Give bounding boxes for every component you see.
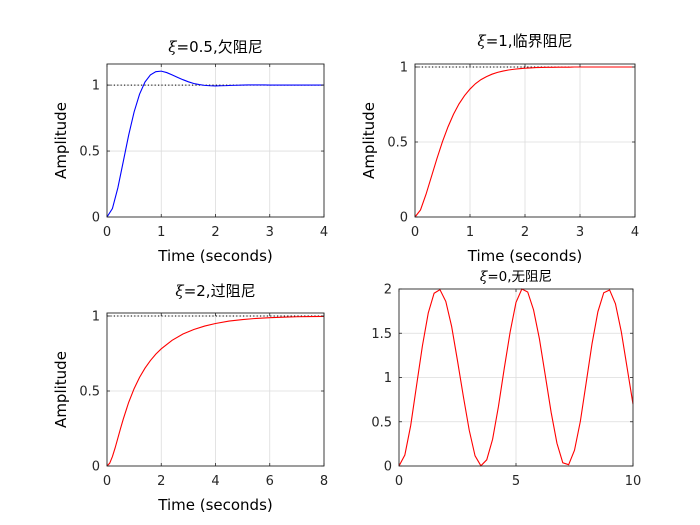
- x-tick-label: 1: [466, 225, 474, 240]
- x-tick-label: 4: [320, 225, 328, 240]
- chart-title: ξ=2,过阻尼: [175, 282, 255, 300]
- y-tick-label: 0: [92, 460, 100, 475]
- y-tick-label: 0.5: [79, 385, 100, 400]
- chart-title: ξ=0.5,欠阻尼: [168, 38, 262, 56]
- y-tick-label: 0.5: [371, 415, 392, 430]
- series-line-1: [414, 66, 635, 218]
- x-tick-label: 2: [211, 225, 219, 240]
- xi-symbol: ξ: [480, 269, 488, 285]
- y-axis-label: Amplitude: [360, 102, 378, 179]
- y-tick-label: 0.5: [387, 136, 408, 151]
- x-tick-label: 5: [512, 474, 520, 489]
- x-tick-label: 3: [266, 225, 274, 240]
- chart-title: ξ=1,临界阻尼: [477, 32, 572, 50]
- x-tick-label: 4: [631, 225, 639, 240]
- x-tick-label: 0: [103, 474, 111, 489]
- subplot-4: 0 5 10 0 0.5 1 1.5 2 ξ=0,无阻尼: [371, 269, 641, 489]
- y-tick-label: 1: [92, 79, 100, 94]
- chart-title-text: =2,过阻尼: [184, 282, 256, 300]
- x-tick-label: 6: [266, 474, 274, 489]
- x-tick-label: 4: [211, 474, 219, 489]
- series-line-1: [106, 70, 324, 218]
- chart-title-text: =0,无阻尼: [487, 269, 552, 285]
- series-line-1: [106, 315, 325, 467]
- y-tick-label: 0: [384, 460, 392, 475]
- chart-title-text: =1,临界阻尼: [486, 32, 573, 50]
- x-tick-label: 0: [103, 225, 111, 240]
- y-tick-label: 1: [400, 61, 408, 76]
- subplot-3: 0 2 4 6 8 0 0.5 1 Time (seconds) Amplitude ξ=2,过阻尼: [52, 282, 328, 514]
- y-axis-label: Amplitude: [52, 351, 70, 428]
- y-tick-label: 0: [92, 211, 100, 226]
- xi-symbol: ξ: [175, 282, 184, 300]
- y-tick-label: 0: [400, 211, 408, 226]
- y-tick-label: 2: [384, 283, 392, 298]
- x-tick-label: 0: [395, 474, 403, 489]
- y-axis-label: Amplitude: [52, 102, 70, 179]
- x-tick-label: 10: [625, 474, 642, 489]
- x-tick-label: 8: [320, 474, 328, 489]
- xi-symbol: ξ: [477, 32, 486, 50]
- y-tick-label: 1: [384, 371, 392, 386]
- subplot-2: 0 1 2 3 4 0 0.5 1 Time (seconds) Amplitude ξ=1,临界阻…: [360, 32, 639, 265]
- xi-symbol: ξ: [168, 38, 177, 56]
- y-tick-label: 1.5: [371, 327, 392, 342]
- y-tick-label: 0.5: [79, 145, 100, 160]
- x-tick-label: 2: [157, 474, 165, 489]
- x-tick-label: 3: [576, 225, 584, 240]
- x-tick-label: 1: [157, 225, 165, 240]
- subplot-1: 0 1 2 3 4 0 0.5 1 Time (seconds) Amplitude ξ=0.5,欠…: [52, 38, 328, 265]
- x-tick-label: 2: [521, 225, 529, 240]
- x-axis-label: Time (seconds): [157, 247, 273, 265]
- chart-title-text: =0.5,欠阻尼: [177, 38, 263, 56]
- chart-title: ξ=0,无阻尼: [480, 269, 552, 285]
- x-axis-label: Time (seconds): [157, 496, 273, 514]
- y-tick-label: 1: [92, 310, 100, 325]
- x-tick-label: 0: [411, 225, 419, 240]
- x-axis-label: Time (seconds): [467, 247, 583, 265]
- series-line-1: [398, 288, 634, 467]
